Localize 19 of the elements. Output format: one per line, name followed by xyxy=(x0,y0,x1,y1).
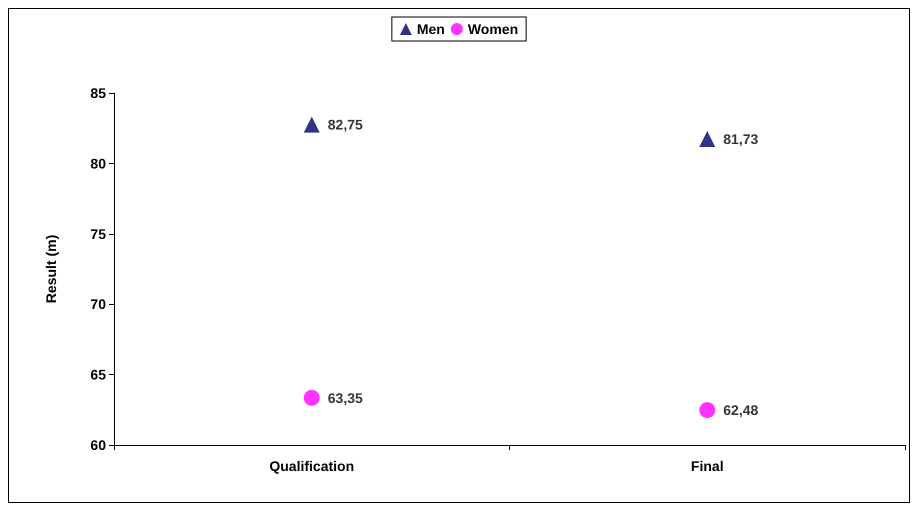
data-label: 82,75 xyxy=(328,116,363,133)
y-tick-label: 65 xyxy=(90,366,106,383)
x-tick-label: Qualification xyxy=(269,458,354,474)
point xyxy=(699,131,716,148)
y-tick-label: 70 xyxy=(90,296,106,312)
point xyxy=(304,116,320,133)
y-axis-title: Result (m) xyxy=(43,234,59,304)
point xyxy=(699,402,716,418)
y-tick-label: 85 xyxy=(90,85,106,101)
point xyxy=(304,390,320,406)
y-tick-label: 60 xyxy=(90,437,106,453)
legend-label: Women xyxy=(468,21,518,37)
y-tick-label: 80 xyxy=(90,155,106,172)
legend-label: Men xyxy=(416,21,445,37)
data-label: 63,35 xyxy=(328,390,363,406)
y-tick-label: 75 xyxy=(90,226,106,242)
data-label: 62,48 xyxy=(723,402,758,418)
x-tick-label: Final xyxy=(690,458,724,474)
data-label: 81,73 xyxy=(723,131,758,148)
